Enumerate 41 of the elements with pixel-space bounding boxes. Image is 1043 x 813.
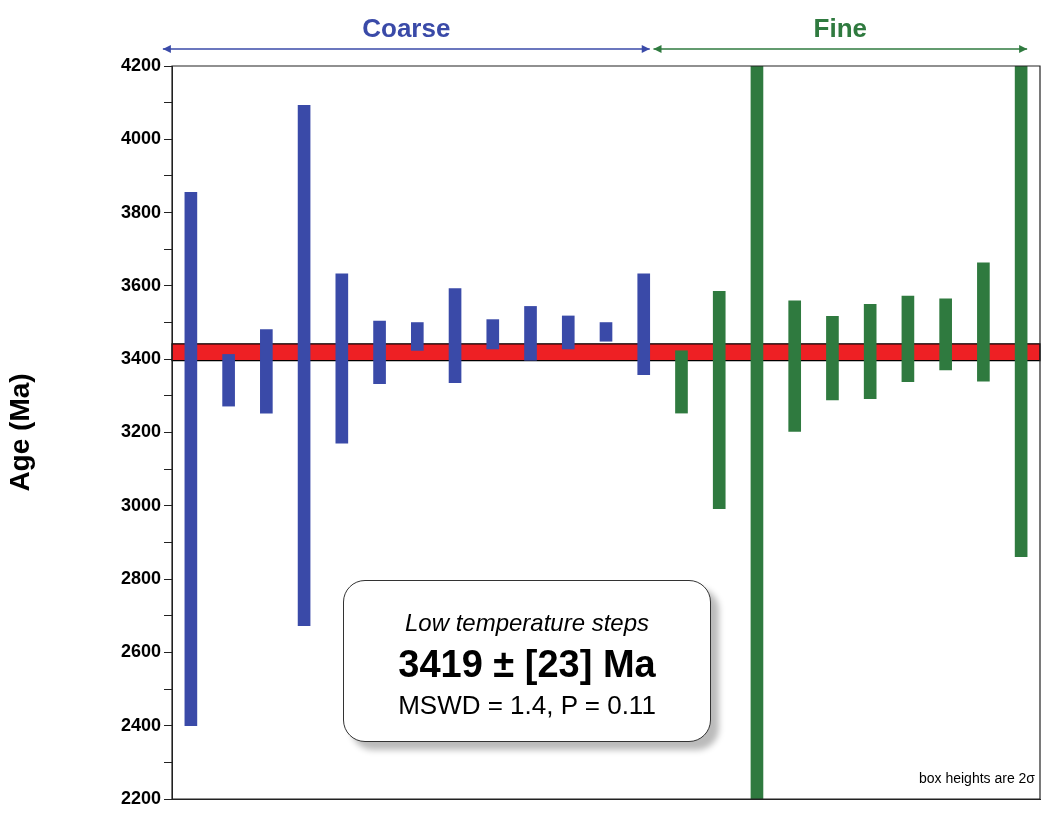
bar <box>750 66 764 799</box>
bar <box>486 319 500 350</box>
y-tick-label: 3600 <box>120 274 161 295</box>
bar <box>863 303 877 400</box>
bar <box>297 104 311 626</box>
y-tick-label: 3400 <box>120 348 161 369</box>
bar <box>524 306 537 361</box>
text: Fine <box>813 13 868 44</box>
bar <box>448 288 462 383</box>
bar <box>675 350 688 414</box>
text: Coarse <box>362 13 451 44</box>
bar <box>410 322 424 351</box>
bar <box>826 315 839 401</box>
y-tick-label: 4200 <box>120 54 161 75</box>
bar <box>712 291 726 510</box>
bar <box>599 322 613 342</box>
y-tick-label: 2200 <box>120 787 161 808</box>
y-tick-label: 3200 <box>120 421 161 442</box>
bar <box>788 300 802 432</box>
bar <box>901 295 915 382</box>
bar <box>335 273 349 444</box>
bar <box>373 320 386 385</box>
annotation: MSWD = 1.4, P = 0.11 <box>397 690 657 721</box>
y-tick-label: 2600 <box>120 641 161 662</box>
bar <box>184 192 198 727</box>
bar <box>939 298 952 371</box>
y-tick-label: 3000 <box>120 494 161 515</box>
annotation: box heights are 2σ <box>918 770 1035 786</box>
bar <box>1014 66 1028 558</box>
annotation: Low temperature steps <box>403 609 651 637</box>
y-axis-title: Age (Ma) <box>3 373 35 492</box>
bar <box>260 329 273 414</box>
y-tick-label: 4000 <box>120 128 161 149</box>
annotation: 3419 ± [23] Ma <box>397 643 657 686</box>
bar <box>561 315 575 350</box>
y-tick-label: 2800 <box>120 568 161 589</box>
y-tick-label: 3800 <box>120 201 161 222</box>
bar <box>977 262 990 382</box>
bar <box>222 354 235 407</box>
bar <box>637 273 651 375</box>
y-tick-label: 2400 <box>120 714 161 735</box>
